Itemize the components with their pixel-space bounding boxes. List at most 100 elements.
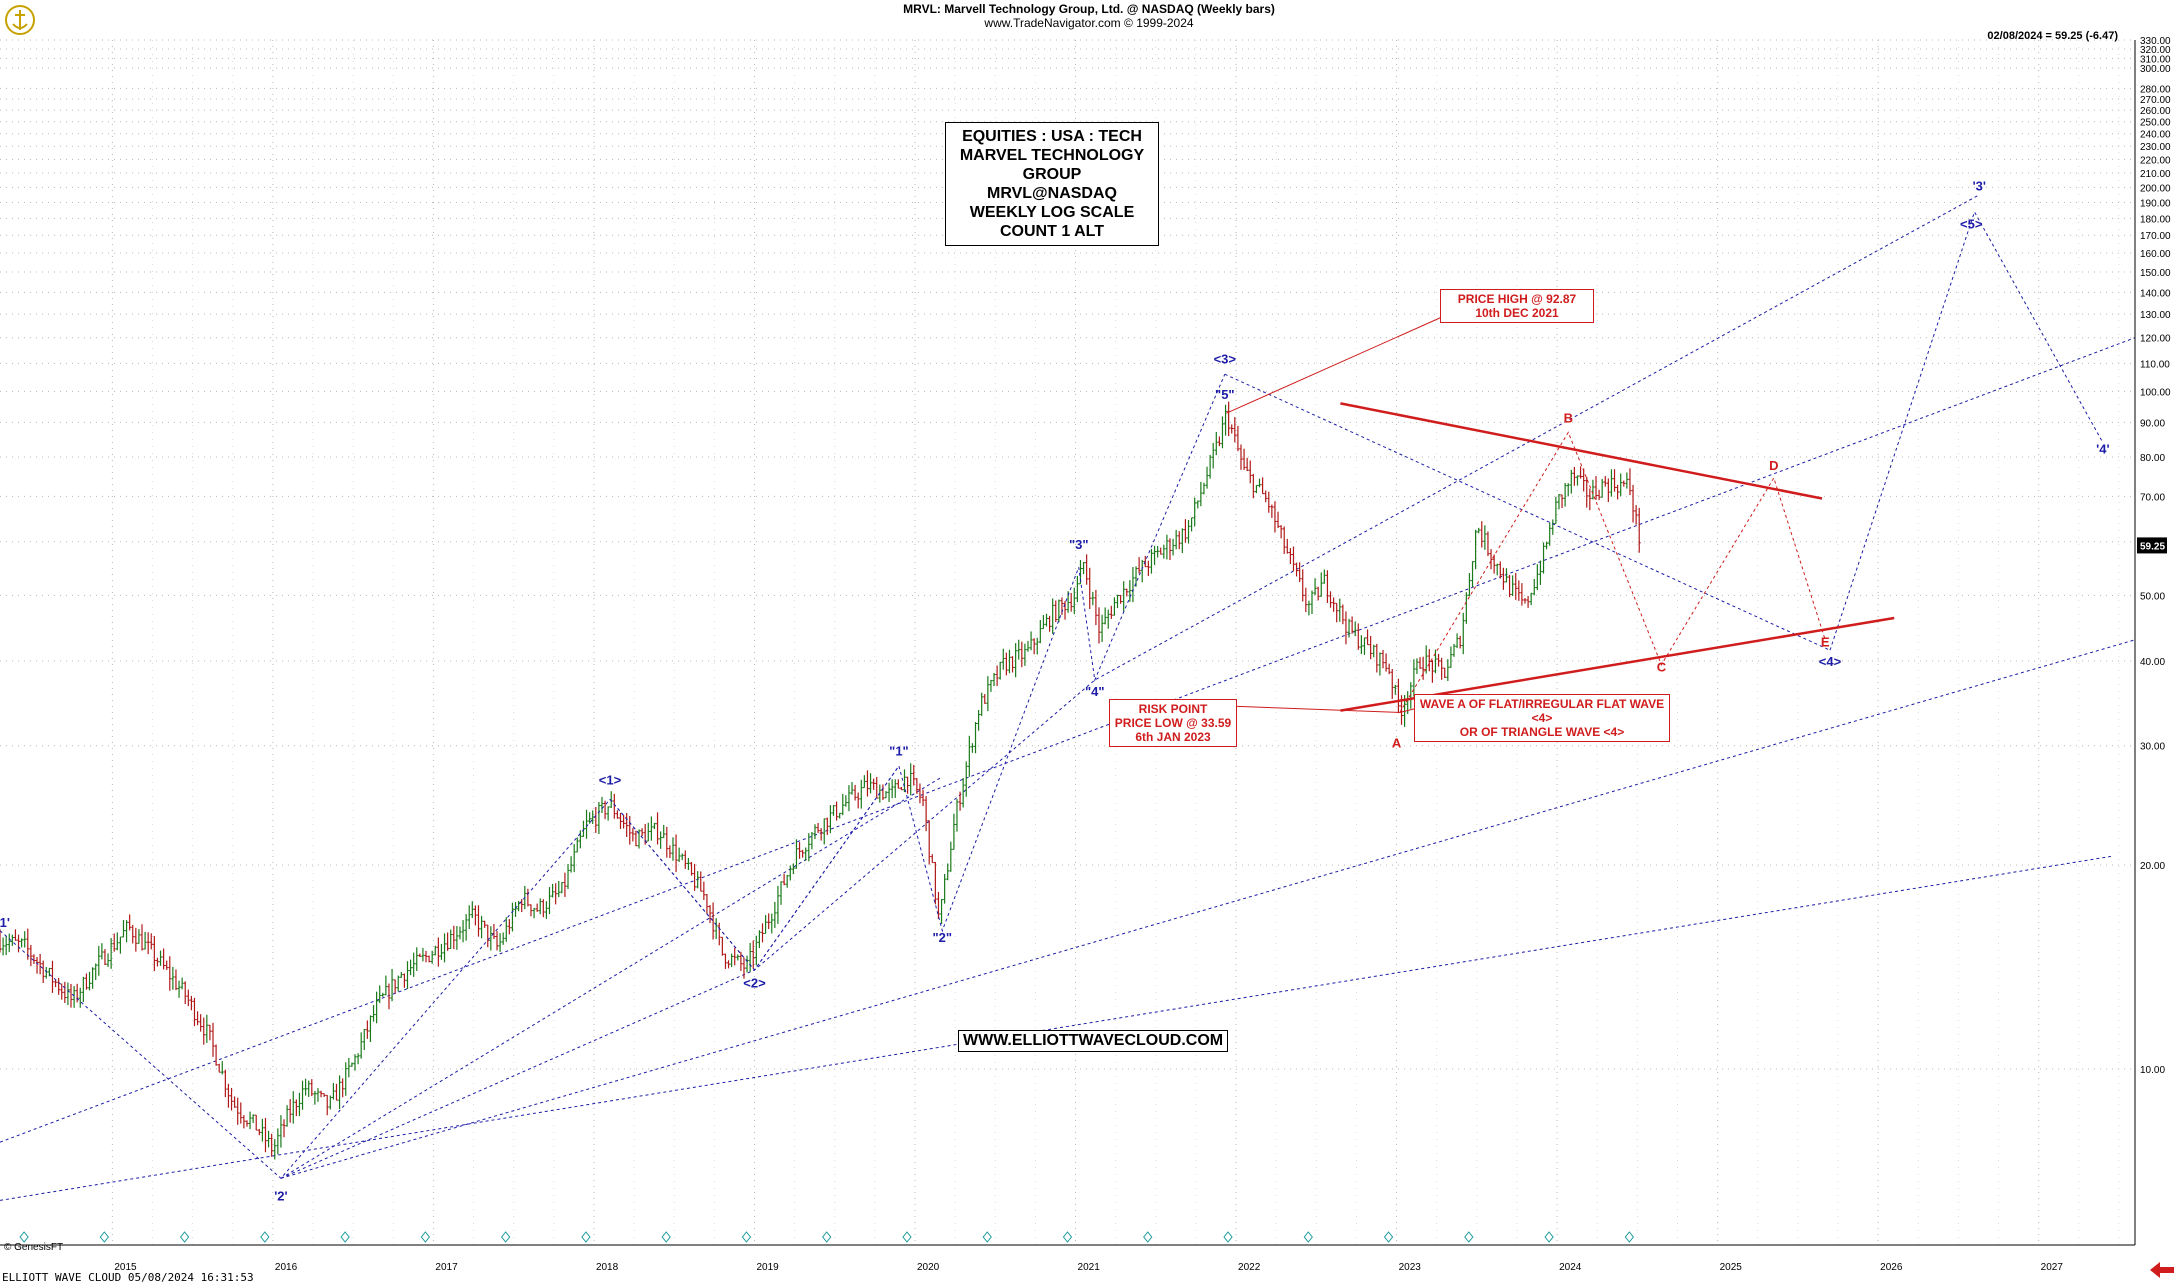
wave-label: '2': [274, 1188, 287, 1203]
price-high-note: PRICE HIGH @ 92.87 10th DEC 2021: [1440, 289, 1594, 323]
info-line: WEEKLY LOG SCALE: [969, 204, 1135, 221]
y-tick-label: 120.00: [2140, 334, 2171, 345]
x-tick-label: 2020: [917, 1262, 940, 1273]
event-marker-icon: [822, 1231, 832, 1243]
x-tick-label: 2015: [114, 1262, 137, 1273]
event-marker-icon: [982, 1231, 992, 1243]
tradenavigator-logo-icon: [5, 5, 35, 35]
blue-channel-line: [0, 337, 2136, 1143]
y-tick-label: 50.00: [2140, 591, 2165, 602]
wave-label: C: [1657, 660, 1667, 675]
y-tick-label: 320.00: [2140, 45, 2171, 56]
last-price-tag: [2137, 537, 2167, 554]
note-line: PRICE LOW @ 33.59: [1114, 716, 1232, 730]
event-marker-icon: [1062, 1231, 1073, 1243]
red-wave-path: [1399, 431, 1826, 713]
y-tick-label: 70.00: [2140, 492, 2165, 503]
y-tick-label: 80.00: [2140, 453, 2165, 464]
event-marker-icon: [19, 1231, 29, 1243]
price-bars: [0, 401, 1641, 1160]
x-tick-label: 2018: [596, 1262, 619, 1273]
wave-label: '4': [2096, 441, 2109, 456]
blue-channel-line: [0, 855, 2111, 1201]
event-marker-icon: [179, 1231, 190, 1243]
blue-wave-path: [0, 374, 1226, 1180]
wave-label: B: [1564, 410, 1573, 425]
note-line: 10th DEC 2021: [1475, 306, 1559, 320]
y-tick-label: 170.00: [2140, 231, 2171, 242]
event-marker-icon: [99, 1231, 109, 1243]
y-tick-label: 110.00: [2140, 359, 2170, 370]
blue-wave-path: [1224, 373, 1831, 651]
red-trendline: [1340, 402, 1823, 500]
x-tick-label: 2026: [1880, 1262, 1903, 1273]
info-line: COUNT 1 ALT: [1000, 223, 1104, 240]
y-tick-label: 130.00: [2140, 310, 2171, 321]
y-tick-label: 220.00: [2140, 155, 2171, 166]
wave-label: "5": [1215, 387, 1235, 402]
x-tick-label: 2021: [1078, 1262, 1101, 1273]
y-tick-label: 250.00: [2140, 118, 2171, 129]
event-marker-icon: [1383, 1231, 1394, 1243]
scroll-left-arrow-icon[interactable]: [2150, 1262, 2174, 1278]
x-tick-label: 2025: [1720, 1262, 1743, 1273]
blue-channel-line: [280, 194, 1980, 1179]
y-tick-label: 200.00: [2140, 183, 2171, 194]
wave-labels: 1' '2' <1> <2> "1" "2" "3" "4" "5" <3> <4> <5> '3' '4…: [0, 178, 2110, 1203]
event-marker-icon: [340, 1231, 350, 1243]
blue-wave-path: [1829, 210, 2104, 651]
event-marker-icon: [1544, 1231, 1554, 1243]
risk-point-note: RISK POINT PRICE LOW @ 33.59 6th JAN 202…: [1109, 699, 1237, 747]
x-tick-label: 2017: [435, 1262, 458, 1273]
event-marker-icon: [501, 1231, 511, 1243]
y-tick-label: 210.00: [2140, 169, 2171, 180]
x-tick-label: 2023: [1399, 1262, 1422, 1273]
blue-channel-line: [280, 776, 943, 1179]
y-tick-label: 280.00: [2140, 84, 2171, 95]
event-marker-icon: [902, 1231, 912, 1243]
y-tick-label: 10.00: [2140, 1065, 2165, 1076]
y-tick-label: 90.00: [2140, 418, 2165, 429]
wave-label: <3>: [1214, 351, 1237, 366]
note-line: RISK POINT: [1138, 702, 1208, 716]
wave-label: "1": [889, 744, 909, 759]
wave-label: <2>: [743, 975, 766, 990]
y-tick-label: 140.00: [2140, 288, 2171, 299]
price-high-connector: [1226, 316, 1443, 414]
event-marker-icon: [1464, 1231, 1474, 1243]
y-tick-label: 150.00: [2140, 268, 2171, 279]
x-tick-label: 2022: [1238, 1262, 1261, 1273]
x-tick-label: 2027: [2041, 1262, 2064, 1273]
x-tick-label: 2024: [1559, 1262, 1582, 1273]
genesis-brand: © GenesisFT: [4, 1242, 64, 1253]
wave-label: '3': [1973, 178, 1986, 193]
y-tick-label: 310.00: [2140, 54, 2171, 65]
y-tick-label: 300.00: [2140, 64, 2171, 75]
event-marker-icon: [1223, 1231, 1233, 1243]
y-tick-label: 180.00: [2140, 214, 2171, 225]
wave-label: "2": [933, 930, 953, 945]
y-tick-label: 100.00: [2140, 387, 2171, 398]
x-tick-label: 2019: [756, 1262, 779, 1273]
event-marker-icon: [420, 1231, 431, 1243]
website-label: WWW.ELLIOTTWAVECLOUD.COM: [958, 1030, 1229, 1052]
y-tick-label: 20.00: [2140, 861, 2165, 872]
y-tick-label: 330.00: [2140, 36, 2171, 47]
info-line: MRVL@NASDAQ: [987, 185, 1117, 202]
y-tick-label: 40.00: [2140, 657, 2165, 668]
wave-label: <1>: [599, 772, 622, 787]
wave-label: "3": [1069, 537, 1089, 552]
wave-a-note: WAVE A OF FLAT/IRREGULAR FLAT WAVE <4> O…: [1414, 694, 1670, 742]
note-line: 6th JAN 2023: [1135, 730, 1211, 744]
info-line: EQUITIES : USA : TECH: [962, 128, 1142, 145]
event-marker-icon: [661, 1231, 671, 1243]
wave-label: <4>: [1819, 654, 1842, 669]
chart-grid: [0, 39, 2135, 1245]
blue-channel-line: [280, 639, 2136, 1179]
y-tick-label: 190.00: [2140, 198, 2171, 209]
wave-label: <5>: [1960, 216, 1983, 231]
event-marker-icon: [741, 1231, 752, 1243]
y-tick-label: 160.00: [2140, 249, 2171, 260]
y-tick-label: 230.00: [2140, 142, 2171, 153]
event-marker-icon: [1624, 1231, 1634, 1243]
